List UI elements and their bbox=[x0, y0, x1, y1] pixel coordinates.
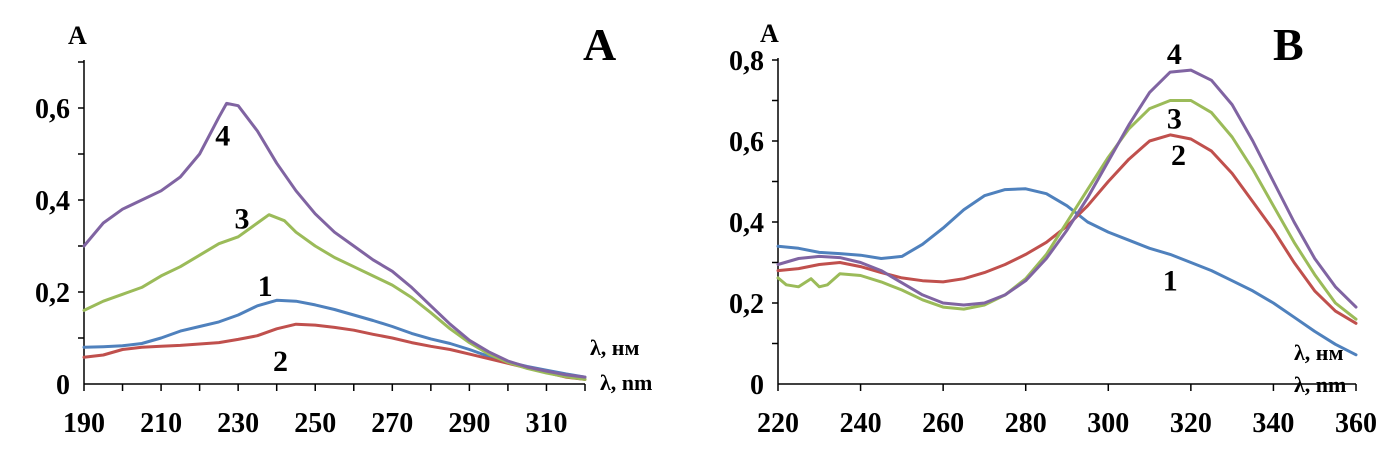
panel-a-y-tick-label: 0,6 bbox=[35, 94, 70, 125]
panel-a-x-axis-label-ru: λ, нм bbox=[590, 335, 639, 360]
panel-a-series-4-line bbox=[82, 101, 587, 379]
panel-a-x-tick-label: 210 bbox=[140, 408, 182, 439]
panel-b-curve-label-3: 3 bbox=[1167, 103, 1182, 136]
panel-a-x-tick-label: 230 bbox=[217, 408, 259, 439]
panel-b-y-tick-label: 0,8 bbox=[729, 46, 764, 77]
panel-b-y-tick-label: 0,6 bbox=[729, 127, 764, 158]
panel-a-x-tick-label: 310 bbox=[525, 408, 567, 439]
panel-a-series-2-line bbox=[82, 322, 587, 381]
panel-b-y-tick-label: 0 bbox=[750, 370, 764, 401]
panel-b-series-1-line bbox=[776, 187, 1358, 357]
panel-a-label: A bbox=[583, 19, 616, 70]
panel-b-x-tick-label: 320 bbox=[1170, 408, 1212, 439]
panel-b-y-tick-label: 0,4 bbox=[729, 208, 764, 239]
panel-a-curve-label-2: 2 bbox=[273, 345, 288, 378]
panel-b-series-4-line bbox=[776, 68, 1358, 309]
panel-a-plot-area: 0 0,2 0,4 0,6 190 210 230 250 270 290 310 4 3 1 2 bbox=[35, 60, 587, 439]
panel-b-plot-area: 0 0,2 0,4 0,6 0,8 220 240 260 280 300 320 340 360 4 32… bbox=[729, 38, 1377, 439]
panel-b-label: B bbox=[1273, 19, 1304, 70]
panel-a-series-1-line bbox=[82, 298, 587, 379]
panel-a-y-axis-label: A bbox=[68, 21, 87, 50]
panel-a-x-tick-label: 290 bbox=[448, 408, 490, 439]
panel-b-x-tick-label: 260 bbox=[922, 408, 964, 439]
panel-b-series-3-line bbox=[776, 99, 1358, 321]
panel-b-x-tick-label: 340 bbox=[1252, 408, 1294, 439]
panel-b-x-tick-label: 220 bbox=[757, 408, 799, 439]
panel-b-y-axis-label: A bbox=[760, 19, 779, 48]
panel-a-x-tick-label: 250 bbox=[294, 408, 336, 439]
panel-b-curve-label-2: 2 bbox=[1171, 139, 1186, 172]
panel-a-x-axis-label-en: λ, nm bbox=[600, 370, 652, 395]
panel-b-y-tick-label: 0,2 bbox=[729, 289, 764, 320]
panel-a-y-tick-label: 0 bbox=[56, 370, 70, 401]
panel-b-x-tick-label: 300 bbox=[1087, 408, 1129, 439]
panel-a-y-tick-label: 0,4 bbox=[35, 186, 70, 217]
panel-a-y-tick-label: 0,2 bbox=[35, 278, 70, 309]
panel-a: A A λ, нм λ, nm 0 0,2 0,4 0,6 190 210 230 250 27… bbox=[35, 19, 652, 439]
panel-b-curve-label-4: 4 bbox=[1167, 38, 1182, 71]
panel-b-x-tick-label: 240 bbox=[840, 408, 882, 439]
panel-a-curve-label-4: 4 bbox=[215, 120, 230, 153]
panel-a-series-3-line bbox=[82, 213, 587, 381]
panel-b-x-tick-label: 360 bbox=[1335, 408, 1377, 439]
panel-a-x-tick-label: 190 bbox=[63, 408, 105, 439]
panel-b-curve-label-1: 1 bbox=[1163, 265, 1178, 298]
panel-b-x-tick-label: 280 bbox=[1005, 408, 1047, 439]
panel-a-curve-label-3: 3 bbox=[235, 202, 250, 235]
panel-a-curve-label-1: 1 bbox=[258, 270, 273, 303]
panel-a-x-tick-label: 270 bbox=[371, 408, 413, 439]
panel-b-series-2-line bbox=[776, 133, 1358, 325]
